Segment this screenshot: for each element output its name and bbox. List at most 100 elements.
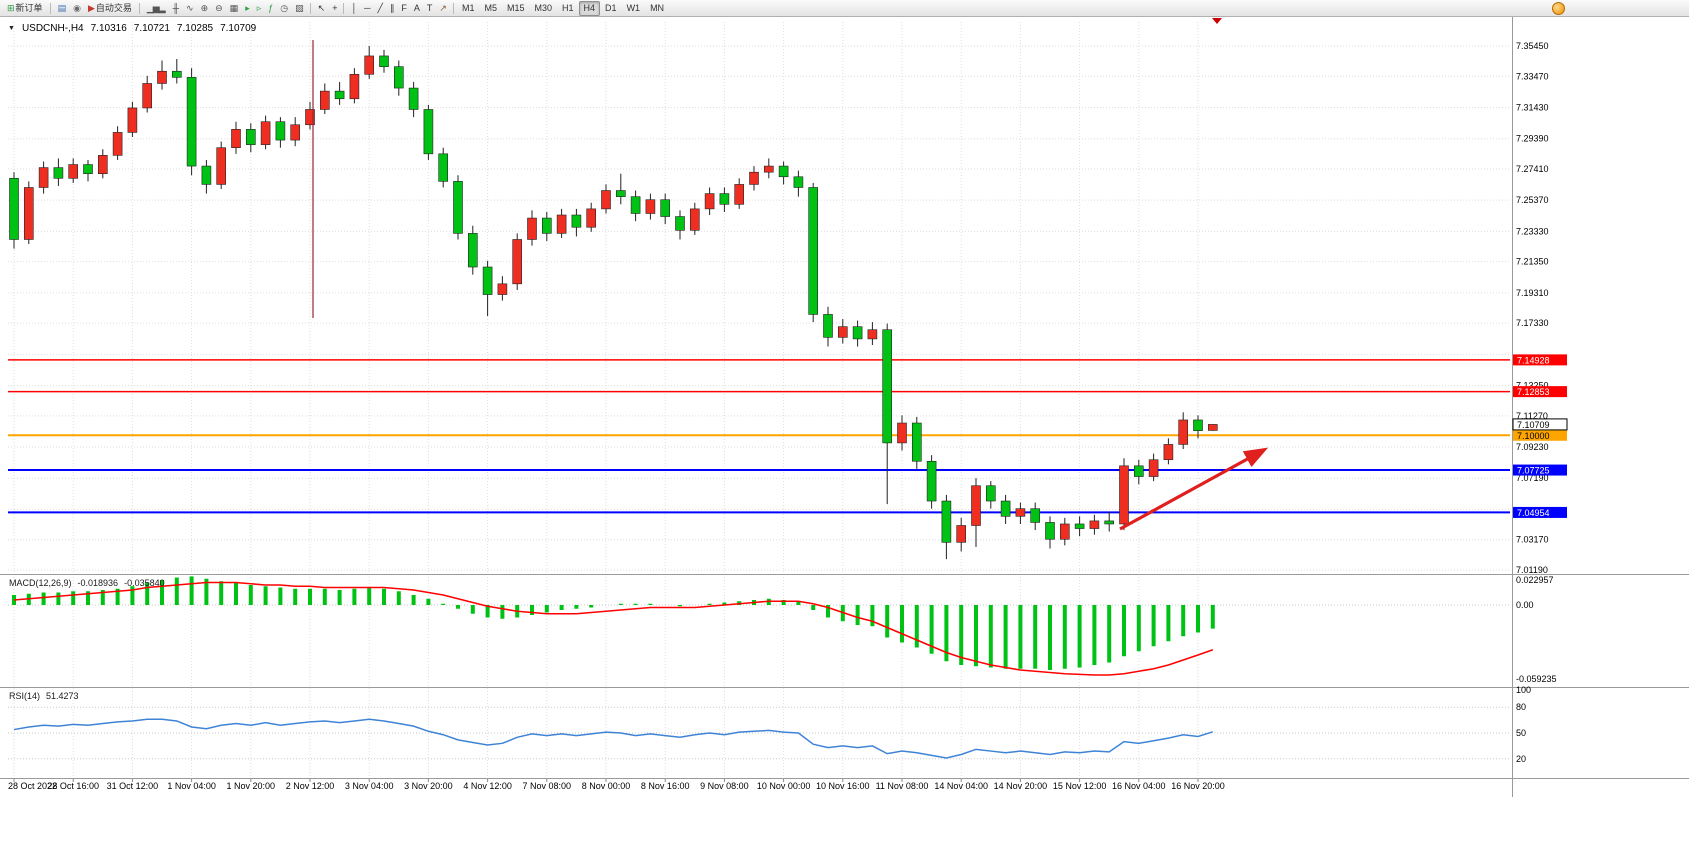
zoom-in-button[interactable]: ⊕ [197,1,212,16]
svg-text:8 Nov 16:00: 8 Nov 16:00 [641,781,690,791]
candlestick-chart-button[interactable]: ╫ [169,1,182,16]
notification-icon[interactable] [1552,2,1565,15]
vertical-line-button[interactable]: │ [347,1,360,16]
svg-text:7.10709: 7.10709 [1517,420,1550,430]
timeframe-h1-button-label: H1 [562,2,574,13]
ohlc-open: 7.10316 [90,23,127,34]
templates-button[interactable]: ▨ [291,1,307,16]
fibonacci-button[interactable]: F [397,1,410,16]
periods-icon: ◷ [280,2,288,13]
ohlc-low: 7.10285 [176,23,214,34]
svg-text:2 Nov 12:00: 2 Nov 12:00 [286,781,335,791]
svg-text:16 Nov 04:00: 16 Nov 04:00 [1112,781,1166,791]
timeframe-h1-button[interactable]: H1 [557,1,579,16]
tile-windows-icon: ▦ [229,2,238,13]
svg-text:7.03170: 7.03170 [1516,535,1549,545]
timeframe-h4-button[interactable]: H4 [578,0,601,16]
svg-text:7.27410: 7.27410 [1516,164,1549,174]
periods-button[interactable]: ◷ [276,1,291,16]
timeframe-w1-button-label: W1 [626,2,641,13]
toolbar-separator [49,2,51,14]
line-chart-icon: ∿ [186,2,193,13]
timeframe-m5-button[interactable]: M5 [479,1,502,16]
line-chart-button[interactable]: ∿ [182,1,197,16]
toolbar-separator [138,2,140,14]
svg-text:14 Nov 20:00: 14 Nov 20:00 [994,781,1048,791]
svg-text:20: 20 [1516,754,1526,764]
timeframe-m1-button-label: M1 [461,2,475,13]
timeframe-h4-button-label: H4 [583,2,596,13]
fibonacci-icon: F [401,2,406,13]
toolbar-separator [309,2,311,14]
text-label-button[interactable]: T [423,1,436,16]
channel-button[interactable]: ∥ [386,1,398,16]
svg-text:80: 80 [1516,702,1526,712]
new-order-button[interactable]: ⊞ 新订单 [3,1,47,16]
templates-icon: ▨ [295,2,303,13]
svg-text:7.07190: 7.07190 [1516,473,1549,483]
svg-text:11 Nov 08:00: 11 Nov 08:00 [876,781,929,791]
chart-shift-button[interactable]: ▹ [253,1,265,16]
timeframe-m1-button[interactable]: M1 [457,1,480,16]
rsi-value: 51.4273 [46,691,79,701]
arrows-icon: ↗ [439,2,446,13]
trendline-button[interactable]: ╱ [373,1,385,16]
svg-text:7.17330: 7.17330 [1516,318,1549,328]
svg-text:50: 50 [1516,728,1526,738]
market-watch-button[interactable]: ▤ [54,1,70,16]
rsi-name: RSI(14) [9,691,41,701]
auto-scroll-icon: ▸ [245,2,249,13]
zoom-out-button[interactable]: ⊖ [211,1,226,16]
svg-text:3 Nov 20:00: 3 Nov 20:00 [404,781,453,791]
svg-text:7.12853: 7.12853 [1517,387,1550,397]
timeframe-mn-button-label: MN [650,2,665,13]
chart-ohlc-header: ▼ USDCNH-,H4 7.10316 7.10721 7.10285 7.1… [8,23,256,34]
svg-text:7.09230: 7.09230 [1516,442,1549,452]
svg-text:7 Nov 08:00: 7 Nov 08:00 [523,781,572,791]
chart-collapse-icon[interactable]: ▼ [8,25,15,32]
bars-chart-button[interactable]: ▁▅▂ [143,1,169,16]
autotrading-button-label: 自动交易 [95,2,132,13]
macd-name: MACD(12,26,9) [9,578,72,588]
arrows-button[interactable]: ↗ [435,1,450,16]
svg-text:7.25370: 7.25370 [1516,195,1549,205]
crosshair-icon: + [332,2,337,13]
timeframe-m30-button[interactable]: M30 [530,1,558,16]
svg-text:0.022957: 0.022957 [1516,575,1554,585]
svg-text:1 Nov 04:00: 1 Nov 04:00 [167,781,216,791]
text-button[interactable]: A [410,1,423,16]
indicators-button[interactable]: ƒ [264,1,276,16]
timeframe-m15-button[interactable]: M15 [502,1,530,16]
tile-windows-button[interactable]: ▦ [226,1,242,16]
sound-alerts-button[interactable]: ◉ [69,1,84,16]
svg-text:8 Nov 00:00: 8 Nov 00:00 [582,781,631,791]
svg-text:15 Nov 12:00: 15 Nov 12:00 [1053,781,1107,791]
svg-text:7.13250: 7.13250 [1516,381,1549,391]
timeframe-d1-button-label: D1 [605,2,617,13]
svg-text:7.07725: 7.07725 [1517,466,1550,476]
timeframe-d1-button[interactable]: D1 [600,1,622,16]
text-icon: A [413,2,420,13]
crosshair-button[interactable]: + [328,1,340,16]
autotrading-button[interactable]: ▶ 自动交易 [84,1,136,16]
svg-text:4 Nov 12:00: 4 Nov 12:00 [463,781,512,791]
svg-text:7.01190: 7.01190 [1516,565,1548,575]
svg-text:28 Oct 2022: 28 Oct 2022 [8,781,57,791]
trendline-icon: ╱ [377,2,383,13]
zoom-in-icon: ⊕ [200,2,208,13]
horizontal-line-button[interactable]: ─ [360,1,373,16]
svg-text:28 Oct 16:00: 28 Oct 16:00 [47,781,99,791]
timeframe-w1-button[interactable]: W1 [622,1,646,16]
cursor-button[interactable]: ↖ [314,1,329,16]
sound-alerts-icon: ◉ [73,2,81,13]
auto-scroll-button[interactable]: ▸ [241,1,253,16]
svg-text:9 Nov 08:00: 9 Nov 08:00 [700,781,749,791]
indicators-icon: ƒ [268,2,273,13]
svg-text:7.14928: 7.14928 [1517,355,1550,365]
zoom-out-icon: ⊖ [215,2,222,13]
svg-text:7.11270: 7.11270 [1516,411,1548,421]
toolbar-separator [343,2,345,14]
svg-text:7.19310: 7.19310 [1516,288,1549,298]
timeframe-mn-button[interactable]: MN [645,1,669,16]
